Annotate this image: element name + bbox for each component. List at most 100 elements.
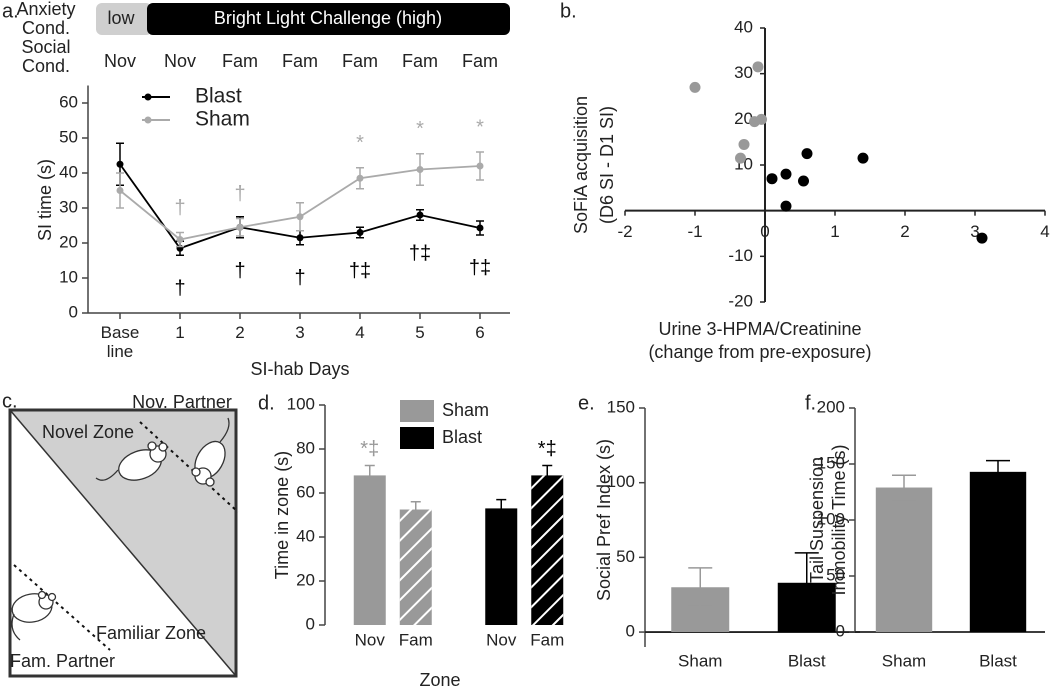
significance-mark: † bbox=[234, 183, 245, 205]
mouse-icons bbox=[11, 417, 230, 641]
bar bbox=[969, 471, 1027, 632]
data-point bbox=[798, 175, 809, 187]
panel-label: c. bbox=[2, 390, 18, 412]
social-label: Social bbox=[21, 37, 70, 57]
bar bbox=[485, 508, 518, 625]
x-tick-label: Base line bbox=[100, 323, 140, 361]
x-tick-label: Base line bbox=[100, 323, 140, 361]
data-point bbox=[296, 213, 304, 221]
y-tick-label: 50 bbox=[826, 565, 845, 584]
x-tick-label: Fam bbox=[399, 630, 433, 649]
data-point bbox=[801, 148, 813, 160]
legend-swatch bbox=[400, 427, 434, 449]
y-axis-title: SI time (s) bbox=[35, 159, 55, 241]
panel-label: a. bbox=[2, 0, 19, 22]
data-point bbox=[752, 61, 764, 73]
legend-label: Sham bbox=[442, 400, 489, 420]
y-tick-label: 0 bbox=[306, 614, 315, 633]
data-point bbox=[356, 229, 364, 236]
legend-label: Sham bbox=[195, 108, 250, 131]
panel-label: f. bbox=[805, 392, 816, 414]
y-tick-label: -10 bbox=[728, 246, 753, 265]
panel-label: d. bbox=[258, 392, 275, 414]
bar bbox=[875, 487, 933, 632]
data-point bbox=[738, 138, 750, 150]
high-condition: Bright Light Challenge (high) bbox=[214, 8, 442, 28]
high-condition-box bbox=[147, 3, 510, 35]
data-point bbox=[476, 224, 484, 232]
x-tick-label: 3 bbox=[295, 323, 305, 342]
data-point bbox=[780, 168, 792, 180]
data-point bbox=[356, 174, 364, 182]
error-bar bbox=[794, 552, 819, 614]
significance-mark: †‡ bbox=[469, 257, 491, 279]
y-tick-label: 60 bbox=[59, 92, 78, 111]
novel-zone-label: Novel Zone bbox=[42, 422, 134, 442]
y-axis-title: Time in zone (s) bbox=[272, 451, 292, 579]
significance-mark: †‡ bbox=[349, 260, 371, 282]
y-tick-label: 10 bbox=[59, 267, 78, 286]
data-point bbox=[116, 160, 124, 168]
x-tick-label: 1 bbox=[175, 323, 185, 342]
x-tick-label: 1 bbox=[175, 323, 185, 342]
x-axis-title: SI-hab Days bbox=[250, 359, 349, 379]
error-bar bbox=[986, 459, 1010, 484]
x-tick-label: 2 bbox=[235, 323, 245, 342]
y-tick-label: 20 bbox=[59, 232, 78, 251]
x-tick-label: 5 bbox=[415, 323, 424, 342]
significance-mark: * bbox=[476, 116, 484, 138]
familiar-zone-label: Familiar Zone bbox=[96, 623, 206, 643]
familiar-partner-label: Fam. Partner bbox=[10, 651, 115, 671]
x-tick-label: 6 bbox=[475, 323, 484, 342]
y-tick-label: 80 bbox=[296, 438, 315, 457]
x-tick-label: 3 bbox=[295, 323, 305, 342]
x-tick-label: Fam bbox=[530, 630, 564, 649]
error-bar bbox=[542, 464, 553, 487]
y-tick-label: 0 bbox=[626, 622, 635, 641]
y-tick-label: 150 bbox=[607, 397, 635, 416]
error-bar bbox=[410, 501, 421, 518]
significance-mark: † bbox=[174, 278, 185, 300]
data-point bbox=[236, 223, 244, 231]
social-condition: Fam bbox=[402, 51, 438, 71]
significance-mark: † bbox=[234, 260, 245, 282]
legend-label: Blast bbox=[442, 427, 482, 447]
x-tick-label: -1 bbox=[687, 222, 702, 241]
hatch bbox=[399, 509, 432, 625]
significance-mark: * bbox=[416, 118, 424, 140]
data-point bbox=[766, 173, 778, 185]
social-label: Cond. bbox=[22, 56, 70, 76]
data-point bbox=[416, 211, 424, 219]
data-point bbox=[780, 200, 792, 212]
x-tick-label: Blast bbox=[788, 651, 826, 670]
x-tick-label: Nov bbox=[486, 630, 517, 649]
significance-mark: * bbox=[356, 132, 364, 154]
y-tick-label: 20 bbox=[296, 570, 315, 589]
legend-label: Blast bbox=[195, 85, 242, 108]
diagonal bbox=[9, 409, 237, 677]
y-tick-label: -20 bbox=[728, 291, 753, 310]
arena-diagram: c. Nov. Partner Novel Zone Familiar Zone… bbox=[2, 390, 239, 678]
error-bar bbox=[364, 464, 375, 487]
data-point bbox=[176, 236, 184, 243]
y-tick-label: 0 bbox=[69, 302, 78, 321]
x-axis-title: (change from pre-exposure) bbox=[648, 342, 871, 362]
social-condition: Fam bbox=[282, 51, 318, 71]
novel-zone-line bbox=[139, 421, 239, 513]
x-tick-label: Sham bbox=[678, 651, 722, 670]
y-tick-label: 100 bbox=[607, 472, 635, 491]
error-bar bbox=[496, 498, 507, 518]
novel-partner-label: Nov. Partner bbox=[132, 392, 232, 412]
data-point bbox=[735, 152, 746, 164]
social-condition: Fam bbox=[342, 51, 378, 71]
y-tick-label: 30 bbox=[734, 63, 753, 82]
x-tick-label: Sham bbox=[882, 651, 926, 670]
y-tick-label: 0 bbox=[836, 621, 845, 640]
x-tick-label: 1 bbox=[830, 222, 839, 241]
x-tick-label: 0 bbox=[760, 222, 769, 241]
significance-mark: *‡ bbox=[360, 438, 379, 460]
anxiety-label: Anxiety bbox=[16, 0, 75, 19]
y-tick-label: 40 bbox=[296, 526, 315, 545]
data-point bbox=[976, 232, 988, 244]
